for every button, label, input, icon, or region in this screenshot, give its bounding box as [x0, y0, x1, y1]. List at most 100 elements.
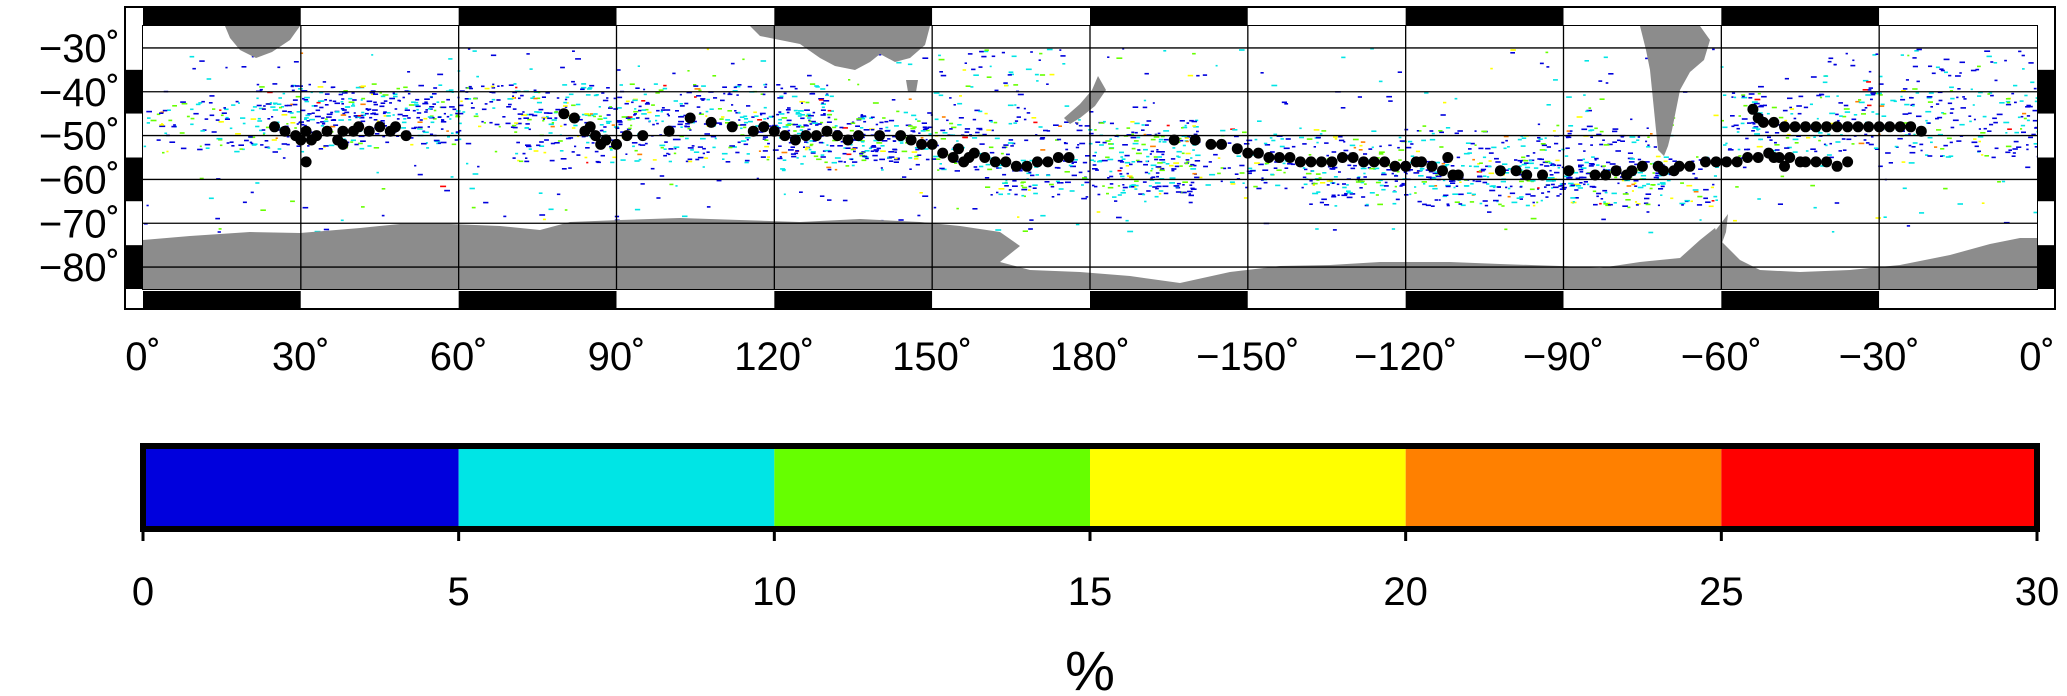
longitude-tick-label: −150˚ — [1196, 335, 1299, 379]
frequency-cell — [1196, 74, 1200, 77]
frequency-cell — [776, 125, 780, 128]
frequency-cell — [790, 146, 795, 148]
frequency-cell — [1381, 188, 1386, 191]
frequency-cell — [1119, 161, 1125, 163]
frequency-cell — [1478, 170, 1481, 172]
frequency-cell — [1035, 134, 1038, 136]
frame-bar-bottom — [300, 291, 459, 308]
frequency-cell — [1544, 149, 1547, 151]
frequency-cell — [925, 129, 930, 132]
frequency-cell — [1094, 185, 1098, 188]
frequency-cell — [328, 144, 335, 147]
frequency-cell — [1097, 193, 1101, 196]
frequency-cell — [1131, 161, 1136, 163]
colorbar-segment — [1405, 446, 1722, 529]
front-point — [1731, 156, 1743, 168]
frequency-cell — [545, 92, 550, 94]
frequency-cell — [794, 152, 799, 155]
frequency-cell — [1782, 109, 1788, 112]
frequency-cell — [1162, 141, 1167, 143]
frequency-cell — [1916, 48, 1922, 51]
front-point — [600, 134, 612, 146]
frequency-cell — [1036, 80, 1039, 82]
frequency-cell — [169, 141, 176, 143]
frequency-cell — [1963, 98, 1967, 100]
frequency-cell — [1647, 144, 1650, 146]
frequency-cell — [964, 131, 970, 133]
frequency-cell — [418, 126, 423, 129]
frequency-cell — [915, 163, 920, 166]
frequency-cell — [714, 137, 717, 140]
frame-bar-bottom — [1090, 291, 1248, 308]
frequency-cell — [1722, 94, 1727, 96]
frequency-cell — [843, 161, 846, 163]
frequency-cell — [1242, 131, 1247, 134]
frequency-cell — [1299, 136, 1304, 139]
frequency-cell — [1912, 88, 1918, 90]
frequency-cell — [1008, 122, 1013, 125]
frequency-cell — [1703, 188, 1709, 191]
frequency-cell — [1101, 159, 1108, 162]
frequency-cell — [1220, 180, 1223, 183]
frequency-cell — [526, 53, 530, 55]
frequency-cell — [340, 219, 344, 222]
frequency-cell — [1833, 63, 1837, 66]
frequency-cell — [1169, 164, 1174, 167]
frequency-cell — [319, 91, 324, 94]
frequency-cell — [1193, 126, 1199, 128]
frequency-cell — [1606, 161, 1611, 164]
frequency-cell — [1577, 159, 1583, 161]
frequency-cell — [291, 89, 295, 92]
frequency-cell — [629, 118, 636, 120]
frequency-cell — [613, 108, 618, 110]
frequency-cell — [1466, 192, 1472, 194]
frequency-cell — [225, 66, 228, 69]
front-point — [747, 125, 759, 137]
frequency-cell — [1940, 148, 1945, 150]
front-point — [1905, 121, 1917, 133]
frequency-cell — [1407, 169, 1413, 171]
frequency-cell — [786, 119, 792, 122]
frequency-cell — [401, 121, 407, 124]
frequency-cell — [1429, 130, 1434, 132]
frequency-cell — [1482, 156, 1487, 159]
frequency-cell — [1377, 157, 1380, 159]
frequency-cell — [1530, 195, 1536, 197]
frequency-cell — [687, 70, 690, 72]
frequency-cell — [1862, 89, 1868, 91]
frequency-cell — [1643, 161, 1650, 163]
frame-bar-top — [143, 8, 301, 25]
frequency-cell — [1144, 200, 1147, 203]
frequency-cell — [1084, 125, 1091, 127]
frequency-cell — [998, 188, 1005, 190]
frequency-cell — [1087, 170, 1090, 173]
frequency-cell — [1072, 161, 1077, 163]
frequency-cell — [827, 150, 832, 153]
frequency-cell — [352, 99, 357, 101]
front-point — [968, 147, 980, 159]
frequency-cell — [1586, 109, 1592, 112]
frequency-cell — [1570, 184, 1576, 187]
frequency-cell — [1129, 186, 1135, 188]
frequency-cell — [685, 160, 689, 163]
frequency-cell — [1947, 102, 1953, 105]
frequency-cell — [1120, 175, 1125, 178]
frequency-cell — [1320, 182, 1326, 184]
frequency-cell — [704, 133, 710, 135]
frequency-cell — [816, 158, 822, 161]
frequency-cell — [1823, 75, 1829, 77]
frequency-cell — [248, 136, 253, 138]
frequency-cell — [925, 158, 930, 161]
frequency-cell — [1419, 169, 1423, 172]
frequency-cell — [978, 66, 983, 68]
frequency-cell — [1586, 125, 1593, 128]
frequency-cell — [1340, 107, 1346, 109]
frequency-cell — [1999, 102, 2005, 104]
frequency-cell — [660, 146, 664, 149]
front-point — [1600, 169, 1612, 181]
frequency-cell — [949, 128, 953, 130]
frequency-cell — [1134, 186, 1137, 188]
front-point — [1368, 156, 1380, 168]
frequency-cell — [1495, 161, 1501, 163]
frequency-cell — [1002, 182, 1008, 184]
